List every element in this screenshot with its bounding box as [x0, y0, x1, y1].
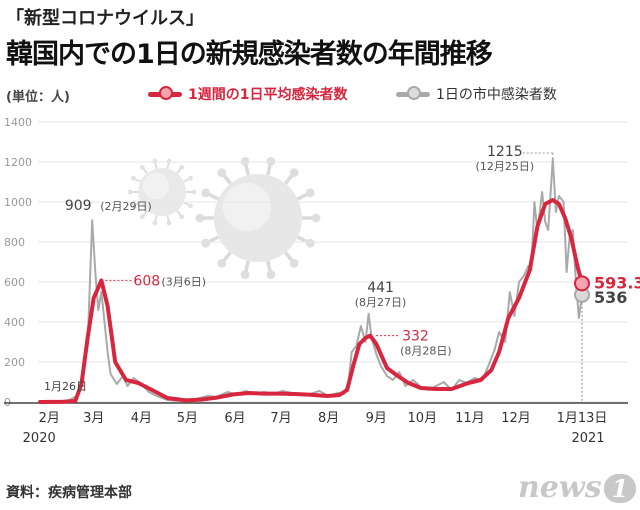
series-line-weekly-average — [38, 198, 584, 404]
data-label-end-weekly-average: 593.3 — [594, 273, 640, 292]
data-label-feb29-value: 909 — [65, 198, 92, 214]
x-tick-label: 5月 — [177, 411, 198, 426]
data-label-mar6-note: (3月6日) — [161, 275, 206, 288]
y-tick-label: 1400 — [4, 116, 32, 129]
end-point-weekly-average — [574, 275, 590, 292]
x-tick-label: 9月 — [366, 411, 387, 426]
x-tick-label: 12月 — [501, 411, 531, 426]
x-tick-label: 4月 — [131, 411, 152, 426]
legend-swatch-weekly-average — [148, 85, 182, 100]
x-tick-label: 8月 — [318, 411, 339, 426]
legend-item-daily-cases: 1日の市中感染者数 — [396, 84, 557, 104]
y-tick-label: 1200 — [4, 156, 32, 169]
data-label-mar6-value: 608 — [133, 273, 160, 289]
data-label-dec25-note: (12月25日) — [476, 160, 535, 173]
x-tick-label: 11月 — [455, 411, 485, 426]
x-tick-label: 1月13日 — [557, 411, 608, 426]
news1-logo: news 1 — [518, 470, 637, 505]
y-tick-label: 1000 — [4, 196, 32, 209]
data-label-aug27-note: (8月27日) — [355, 296, 407, 309]
logo-mark: 1 — [603, 474, 637, 503]
chart-title: 韓国内での1日の新規感染者数の年間推移 — [6, 39, 493, 70]
legend: 1週間の1日平均感染者数 1日の市中感染者数 — [148, 84, 628, 106]
x-tick-label: 10月 — [408, 411, 438, 426]
legend-label-weekly-average: 1週間の1日平均感染者数 — [188, 87, 348, 103]
x-tick-label: 6月 — [224, 411, 245, 426]
data-label-feb29-note: (2月29日) — [100, 200, 152, 213]
data-label-first-day: 1月26日 — [44, 380, 87, 393]
y-tick-label: 800 — [4, 236, 25, 249]
virus-illustration-large — [195, 156, 321, 280]
x-tick-sublabel: 2020 — [23, 431, 56, 446]
y-tick-label: 400 — [4, 316, 25, 329]
data-label-end-daily-cases: 536 — [594, 288, 627, 307]
y-tick-label: 600 — [4, 276, 25, 289]
series-tag: 「新型コロナウイルス」 — [6, 8, 204, 29]
logo-text: news — [518, 470, 602, 505]
legend-swatch-daily-cases — [396, 85, 430, 100]
x-tick-label: 7月 — [270, 411, 291, 426]
x-tick-sublabel: 2021 — [571, 431, 604, 446]
legend-item-weekly-average: 1週間の1日平均感染者数 — [148, 84, 347, 104]
data-label-aug27-value: 441 — [367, 280, 394, 296]
series-line-daily-cases — [39, 158, 583, 403]
legend-label-daily-cases: 1日の市中感染者数 — [436, 87, 557, 103]
source-note: 資料：疾病管理本部 — [6, 485, 132, 501]
x-tick-label: 2月 — [39, 411, 60, 426]
data-label-dec25-value: 1215 — [487, 144, 523, 160]
y-tick-label: 200 — [4, 356, 25, 369]
data-label-aug28-note: (8月28日) — [400, 345, 452, 358]
x-tick-label: 3月 — [83, 411, 104, 426]
virus-illustration-small — [127, 158, 197, 226]
data-label-aug28-value: 332 — [402, 329, 429, 345]
unit-label: (単位：人) — [6, 90, 70, 105]
